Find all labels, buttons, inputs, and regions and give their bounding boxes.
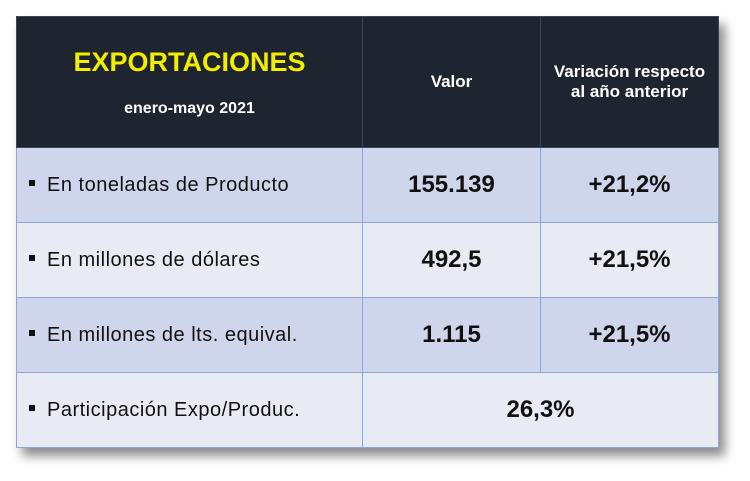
column-header: Variación respecto al año anterior bbox=[540, 16, 719, 148]
title: EXPORTACIONES bbox=[73, 46, 306, 77]
row: En millones de dólares 492,5 +21,5% bbox=[16, 222, 719, 298]
value-cell: 492,5 bbox=[362, 222, 541, 298]
variation-cell: +21,5% bbox=[540, 297, 719, 373]
row: En millones de lts. equival. 1.115 +21,5… bbox=[16, 297, 719, 373]
row-label: En toneladas de Producto bbox=[16, 147, 363, 223]
exports-table: EXPORTACIONES enero-mayo 2021 Valor Vari… bbox=[16, 16, 719, 448]
row-label: Participación Expo/Produc. bbox=[16, 372, 363, 448]
row: En toneladas de Producto 155.139 +21,2% bbox=[16, 147, 719, 223]
value-cell: 1.115 bbox=[362, 297, 541, 373]
variation-cell: +21,5% bbox=[540, 222, 719, 298]
header-cell: EXPORTACIONES enero-mayo 2021 bbox=[16, 16, 363, 148]
variation-cell: +21,2% bbox=[540, 147, 719, 223]
row-label: En millones de dólares bbox=[16, 222, 363, 298]
row: Participación Expo/Produc. 26,3% bbox=[16, 372, 719, 448]
column-header: Valor bbox=[362, 16, 541, 148]
subtitle: enero-mayo 2021 bbox=[124, 99, 255, 117]
header-row: EXPORTACIONES enero-mayo 2021 Valor Vari… bbox=[16, 16, 719, 148]
value-cell: 155.139 bbox=[362, 147, 541, 223]
share-cell: 26,3% bbox=[362, 372, 719, 448]
row-label: En millones de lts. equival. bbox=[16, 297, 363, 373]
